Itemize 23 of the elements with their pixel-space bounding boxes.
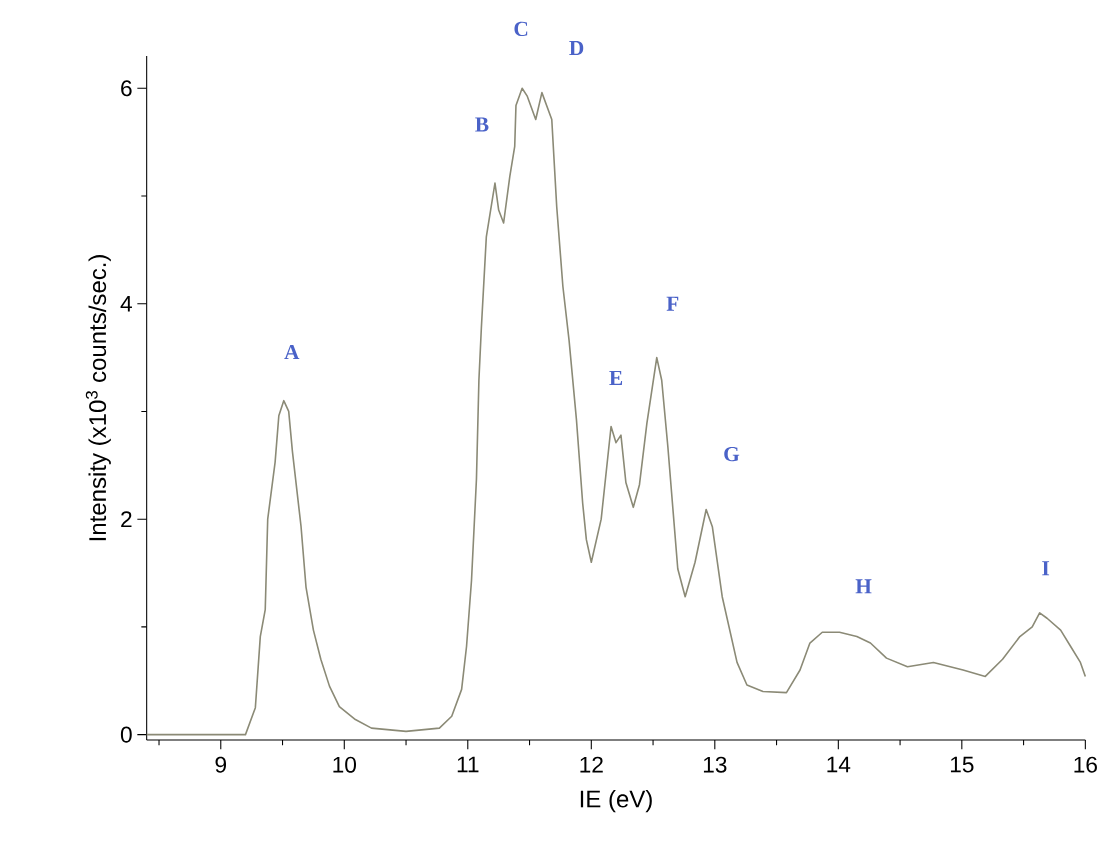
x-tick-label: 16 xyxy=(1074,756,1097,773)
x-tick-label: 10 xyxy=(333,756,357,773)
annotation: D xyxy=(569,41,584,56)
annotation: I xyxy=(1042,561,1050,576)
x-axis-title: IE (eV) xyxy=(580,789,652,813)
x-tick-label: 9 xyxy=(215,756,227,773)
x-tick-label: 14 xyxy=(827,756,851,773)
y-axis-title: Intensity (x10$^{3}$ counts/sec.) xyxy=(85,255,111,541)
annotation: H xyxy=(855,579,872,594)
x-tick-label: 15 xyxy=(950,756,974,773)
x-tick-label: 12 xyxy=(580,756,603,773)
annotation: C xyxy=(514,21,528,37)
annotation: G xyxy=(724,446,740,462)
annotation: B xyxy=(475,117,489,132)
y-tick-label: 6 xyxy=(121,80,132,97)
x-tick-label: 11 xyxy=(457,756,479,773)
y-tick-label: 2 xyxy=(121,511,132,528)
annotation: A xyxy=(284,345,300,360)
annotation: F xyxy=(666,296,679,311)
x-tick-label: 13 xyxy=(703,756,727,773)
y-tick-label: 0 xyxy=(120,726,132,743)
y-tick-label: 4 xyxy=(120,295,132,312)
annotation: E xyxy=(609,370,623,385)
